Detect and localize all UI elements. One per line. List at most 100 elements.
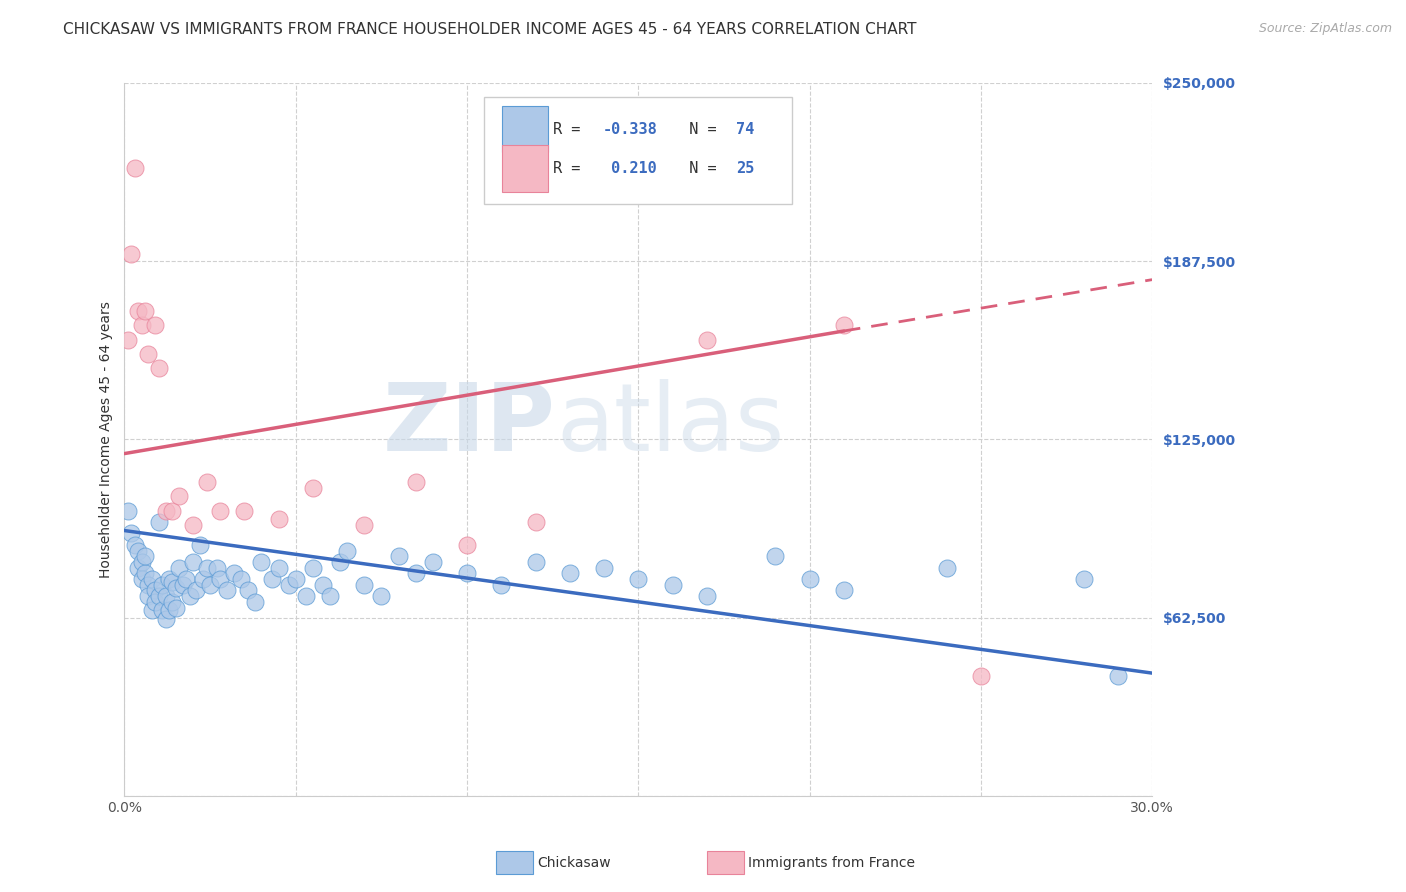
Point [970, 669, 993, 683]
Point [162, 503, 184, 517]
Point [157, 603, 180, 617]
Point [405, 566, 427, 581]
Point [165, 600, 187, 615]
Point [148, 515, 170, 529]
Text: atlas: atlas [557, 379, 785, 471]
Point [127, 304, 149, 318]
Point [157, 572, 180, 586]
Point [172, 578, 194, 592]
Text: N =: N = [671, 161, 725, 176]
Point [143, 583, 166, 598]
Point [222, 566, 245, 581]
Point [134, 549, 156, 564]
Point [661, 578, 683, 592]
Point [195, 560, 218, 574]
Point [165, 581, 187, 595]
Point [127, 560, 149, 574]
Text: 0.210: 0.210 [602, 161, 657, 176]
Point [295, 589, 318, 603]
Point [302, 560, 325, 574]
Point [336, 543, 359, 558]
Text: N =: N = [671, 122, 725, 136]
Point [832, 318, 855, 333]
Point [148, 361, 170, 376]
Point [117, 503, 139, 517]
Point [162, 574, 184, 589]
Point [138, 347, 160, 361]
Point [422, 555, 444, 569]
Point [150, 603, 173, 617]
Point [169, 560, 191, 574]
Text: Immigrants from France: Immigrants from France [748, 855, 915, 870]
Text: R =: R = [553, 122, 589, 136]
Point [143, 318, 166, 333]
Point [138, 578, 160, 592]
FancyBboxPatch shape [502, 106, 548, 153]
Point [524, 515, 547, 529]
Point [1073, 572, 1095, 586]
Text: R =: R = [553, 161, 589, 176]
Point [1107, 669, 1129, 683]
Point [260, 572, 283, 586]
Point [405, 475, 427, 489]
Y-axis label: Householder Income Ages 45 - 64 years: Householder Income Ages 45 - 64 years [100, 301, 114, 578]
Point [277, 578, 299, 592]
Point [193, 572, 215, 586]
Point [181, 517, 204, 532]
FancyBboxPatch shape [484, 97, 793, 204]
Point [141, 603, 163, 617]
Point [329, 555, 352, 569]
Point [155, 612, 177, 626]
Point [181, 555, 204, 569]
Point [267, 512, 290, 526]
Point [250, 555, 273, 569]
Point [524, 555, 547, 569]
Point [162, 595, 184, 609]
Point [353, 578, 375, 592]
Text: 74: 74 [735, 122, 754, 136]
Text: Source: ZipAtlas.com: Source: ZipAtlas.com [1258, 22, 1392, 36]
Text: CHICKASAW VS IMMIGRANTS FROM FRANCE HOUSEHOLDER INCOME AGES 45 - 64 YEARS CORREL: CHICKASAW VS IMMIGRANTS FROM FRANCE HOUS… [63, 22, 917, 37]
Point [150, 578, 173, 592]
Point [120, 247, 142, 261]
Point [799, 572, 821, 586]
Point [124, 161, 146, 176]
Point [188, 538, 211, 552]
Point [456, 566, 478, 581]
Point [131, 555, 153, 569]
Point [243, 595, 266, 609]
Point [209, 572, 232, 586]
Point [124, 538, 146, 552]
Point [205, 560, 228, 574]
Point [209, 503, 232, 517]
Point [155, 589, 177, 603]
Point [387, 549, 409, 564]
Point [117, 333, 139, 347]
Point [138, 589, 160, 603]
Point [763, 549, 786, 564]
Point [148, 589, 170, 603]
Point [198, 578, 221, 592]
Point [169, 489, 191, 503]
Point [284, 572, 307, 586]
Point [627, 572, 650, 586]
Point [141, 572, 163, 586]
Point [131, 318, 153, 333]
Point [312, 578, 335, 592]
Point [120, 526, 142, 541]
Point [935, 560, 957, 574]
Point [127, 543, 149, 558]
FancyBboxPatch shape [502, 145, 548, 192]
Text: ZIP: ZIP [384, 379, 557, 471]
Point [179, 589, 201, 603]
Point [319, 589, 342, 603]
Point [134, 566, 156, 581]
Point [370, 589, 392, 603]
Point [229, 572, 252, 586]
Text: Chickasaw: Chickasaw [537, 855, 610, 870]
Point [186, 583, 208, 598]
Point [195, 475, 218, 489]
Point [696, 333, 718, 347]
Point [353, 517, 375, 532]
Point [832, 583, 855, 598]
